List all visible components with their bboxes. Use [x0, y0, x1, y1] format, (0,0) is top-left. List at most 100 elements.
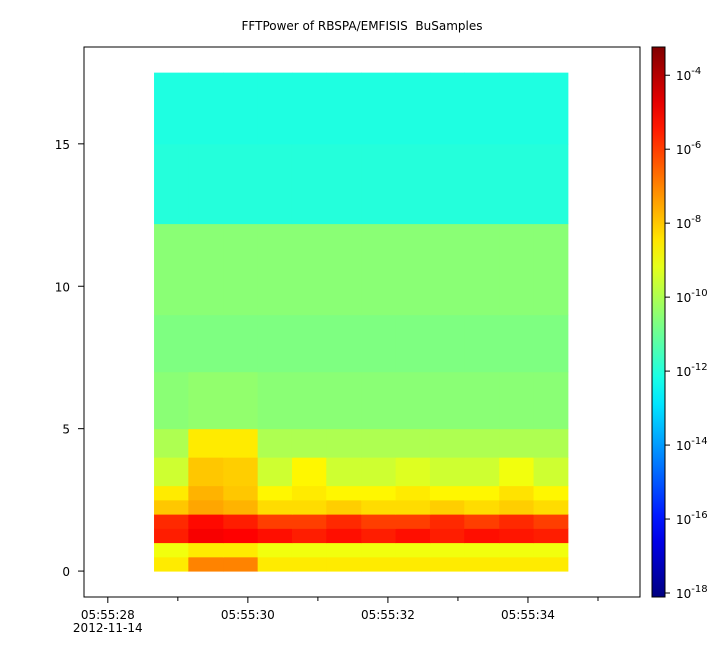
z-tick-label: 10-12: [676, 362, 708, 379]
x-tick-label: 05:55:32: [361, 608, 415, 622]
x-tick-label: 05:55:28: [81, 608, 135, 622]
heatmap-cell: [257, 542, 293, 558]
plot-frame: [83, 46, 641, 598]
heatmap-cell: [188, 428, 224, 458]
heatmap-cell: [464, 72, 500, 145]
heatmap-cell: [361, 457, 397, 487]
heatmap-cell: [257, 72, 293, 145]
heatmap-cell: [429, 542, 465, 558]
heatmap-cell: [533, 143, 569, 225]
heatmap-cell: [223, 314, 259, 373]
heatmap-cell: [154, 428, 189, 458]
heatmap-cell: [326, 542, 362, 558]
heatmap-cell: [188, 371, 224, 430]
heatmap-cell: [464, 485, 500, 501]
heatmap-cell: [464, 542, 500, 558]
heatmap-cell: [395, 556, 431, 572]
heatmap-cell: [154, 371, 189, 430]
z-tick-exponent: -6: [691, 140, 701, 151]
heatmap-cell: [361, 143, 397, 225]
heatmap-cell: [326, 457, 362, 487]
heatmap-cell: [499, 528, 535, 544]
heatmap-cell: [291, 72, 327, 145]
heatmap-cell: [326, 514, 362, 529]
heatmap-cell: [533, 223, 569, 316]
heatmap-cell: [395, 371, 431, 430]
heatmap-cell: [154, 528, 189, 544]
heatmap-cell: [395, 457, 431, 487]
heatmap-cell: [533, 371, 569, 430]
heatmap-cell: [291, 514, 327, 529]
z-tick-label: 10-14: [676, 436, 708, 453]
heatmap-cell: [154, 514, 189, 529]
heatmap-cell: [223, 143, 259, 225]
heatmap-cell: [291, 143, 327, 225]
heatmap-cell: [499, 514, 535, 529]
heatmap-cell: [257, 514, 293, 529]
heatmap-cell: [188, 499, 224, 515]
z-tick-base: 10: [676, 439, 691, 453]
heatmap-cell: [361, 499, 397, 515]
heatmap-cell: [257, 485, 293, 501]
heatmap-cell: [291, 428, 327, 458]
heatmap-cell: [223, 428, 259, 458]
z-tick-exponent: -8: [691, 214, 701, 225]
heatmap-cell: [533, 314, 569, 373]
heatmap-cell: [223, 485, 259, 501]
y-tick-label: 15: [55, 138, 70, 152]
heatmap-cell: [361, 428, 397, 458]
x-date-label: 2012-11-14: [73, 621, 143, 635]
heatmap-cell: [223, 371, 259, 430]
heatmap-cell: [464, 371, 500, 430]
heatmap-cell: [188, 514, 224, 529]
heatmap-cell: [533, 72, 569, 145]
heatmap-cell: [429, 528, 465, 544]
heatmap-cell: [326, 528, 362, 544]
heatmap-cell: [395, 314, 431, 373]
x-tick-label: 05:55:30: [221, 608, 275, 622]
z-tick-base: 10: [676, 217, 691, 231]
heatmap-cell: [291, 314, 327, 373]
heatmap-cell: [499, 223, 535, 316]
heatmap-cell: [188, 223, 224, 316]
heatmap-cell: [326, 499, 362, 515]
heatmap-cell: [499, 542, 535, 558]
heatmap-cell: [223, 499, 259, 515]
heatmap-cell: [395, 72, 431, 145]
heatmap-cell: [361, 371, 397, 430]
heatmap-cell: [361, 223, 397, 316]
heatmap-cell: [429, 314, 465, 373]
heatmap-cell: [533, 499, 569, 515]
heatmap-cell: [395, 499, 431, 515]
heatmap-cell: [223, 556, 259, 572]
heatmap-cell: [188, 528, 224, 544]
heatmap-cell: [533, 542, 569, 558]
heatmap-cell: [291, 499, 327, 515]
heatmap-cell: [188, 542, 224, 558]
z-tick-base: 10: [676, 365, 691, 379]
heatmap-cell: [533, 514, 569, 529]
heatmap-cell: [257, 556, 293, 572]
heatmap-cell: [188, 314, 224, 373]
heatmap-cell: [464, 528, 500, 544]
heatmap-cell: [429, 457, 465, 487]
heatmap-cell: [326, 72, 362, 145]
heatmap-cell: [429, 499, 465, 515]
z-tick-label: 10-6: [676, 140, 701, 157]
heatmap-cell: [223, 514, 259, 529]
heatmap-cell: [395, 528, 431, 544]
heatmap-cell: [395, 428, 431, 458]
heatmap-cell: [361, 514, 397, 529]
heatmap-cell: [223, 72, 259, 145]
z-tick-exponent: -10: [691, 288, 707, 299]
heatmap-cell: [464, 514, 500, 529]
heatmap-cell: [223, 542, 259, 558]
z-tick-base: 10: [676, 291, 691, 305]
chart-title: FFTPower of RBSPA/EMFISIS BuSamples: [242, 19, 483, 33]
heatmap-cell: [257, 223, 293, 316]
heatmap-cell: [257, 457, 293, 487]
heatmap-cell: [257, 371, 293, 430]
heatmap-cell: [533, 428, 569, 458]
z-tick-exponent: -14: [691, 436, 707, 447]
